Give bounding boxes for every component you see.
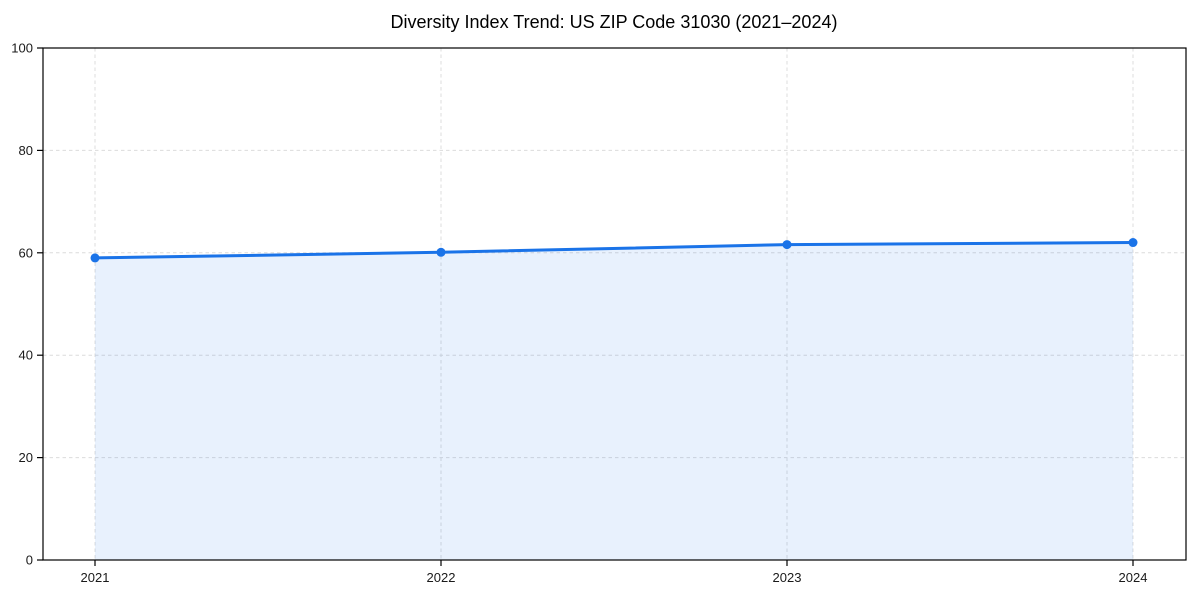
y-axis-tick-label: 80 bbox=[19, 143, 33, 158]
gridlines-layer bbox=[43, 48, 1186, 560]
x-axis-tick-label: 2023 bbox=[773, 570, 802, 585]
y-axis-tick-label: 40 bbox=[19, 348, 33, 363]
x-axis-tick-label: 2024 bbox=[1119, 570, 1148, 585]
data-point-marker bbox=[436, 247, 446, 257]
chart-title: Diversity Index Trend: US ZIP Code 31030… bbox=[391, 12, 838, 32]
data-point-marker bbox=[782, 240, 792, 250]
trend-line bbox=[93, 241, 1135, 260]
y-axis-tick-label: 0 bbox=[26, 553, 33, 568]
x-axis-tick-label: 2021 bbox=[81, 570, 110, 585]
area-fill bbox=[95, 242, 1133, 560]
data-point-marker bbox=[1128, 238, 1138, 248]
y-axis-tick-label: 60 bbox=[19, 245, 33, 260]
series-layer bbox=[90, 238, 1138, 560]
axes-layer: 0 20 40 60 80 100 2021 2022 2023 2024 bbox=[11, 41, 1187, 585]
y-axis-tick-label: 100 bbox=[11, 41, 33, 56]
y-axis-tick-label: 20 bbox=[19, 450, 33, 465]
data-point-marker bbox=[90, 253, 100, 263]
x-axis-tick-label: 2022 bbox=[427, 570, 456, 585]
plot-frame bbox=[42, 47, 1187, 561]
